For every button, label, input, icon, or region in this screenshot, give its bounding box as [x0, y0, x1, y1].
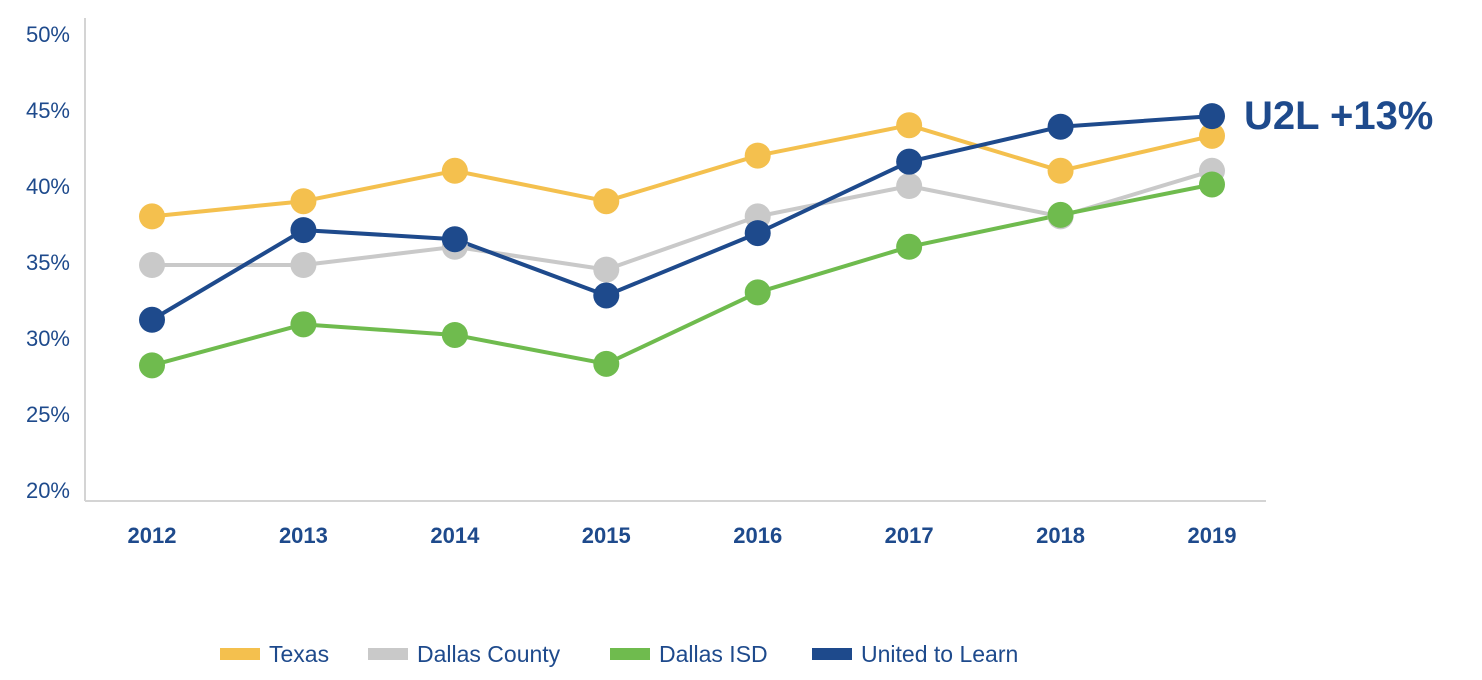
legend-swatch-dallas-county [368, 648, 408, 660]
legend-item-dallas-county: Dallas County [368, 636, 560, 672]
series-dallas-county [150, 168, 1214, 272]
series-points-texas [139, 112, 1225, 230]
legend-item-united-to-learn: United to Learn [812, 636, 1018, 672]
chart-tick-labels: 20% 25% 30% 35% 40% 45% 50% 2012 2013 2014 2015 201… [26, 22, 1237, 548]
data-point-united-to-learn-2015 [593, 282, 620, 309]
data-point-dallas-isd-2015 [593, 350, 620, 377]
y-tick-label-25-: 25% [26, 402, 70, 427]
data-point-dallas-county-2015 [593, 256, 620, 283]
x-tick-label-2017: 2017 [885, 523, 934, 548]
legend-label-united-to-learn: United to Learn [861, 640, 1019, 667]
data-point-texas-2017 [896, 112, 923, 139]
data-point-dallas-isd-2012 [139, 352, 165, 379]
x-tick-label-2018: 2018 [1036, 523, 1085, 548]
legend-label-dallas-isd: Dallas ISD [659, 640, 768, 667]
data-point-dallas-isd-2014 [441, 321, 468, 348]
data-point-dallas-isd-2018 [1047, 201, 1074, 228]
series-line-united-to-learn [150, 114, 1214, 322]
data-point-dallas-isd-2016 [744, 279, 771, 306]
series-points-dallas-isd [139, 171, 1225, 379]
x-tick-label-2012: 2012 [128, 523, 177, 548]
data-point-dallas-county-2017 [896, 173, 923, 199]
x-tick-label-2019: 2019 [1188, 523, 1237, 548]
legend-item-texas: Texas [220, 636, 329, 672]
x-tick-label-2015: 2015 [582, 523, 631, 548]
y-tick-label-20-: 20% [26, 478, 70, 503]
series-dallas-isd [150, 182, 1214, 368]
data-point-dallas-isd-2013 [290, 311, 317, 338]
data-point-texas-2016 [744, 142, 771, 169]
data-point-dallas-isd-2017 [896, 233, 923, 260]
legend-label-texas: Texas [269, 640, 330, 667]
chart-legend: Texas Dallas County Dallas ISD United to… [0, 636, 1482, 672]
data-point-united-to-learn-2012 [139, 306, 165, 333]
u2l-callout-label: U2L +13% [1244, 94, 1433, 138]
data-point-dallas-county-2013 [290, 252, 317, 279]
data-point-texas-2013 [290, 188, 317, 215]
data-point-texas-2015 [593, 188, 620, 215]
legend-swatch-dallas-isd [610, 648, 650, 660]
data-point-united-to-learn-2019 [1199, 103, 1225, 130]
legend-item-dallas-isd: Dallas ISD [610, 636, 768, 672]
legend-label-dallas-county: Dallas County [417, 640, 561, 667]
data-point-texas-2012 [139, 203, 165, 230]
chart-series-points [139, 103, 1225, 379]
data-point-united-to-learn-2018 [1047, 113, 1074, 140]
x-tick-label-2014: 2014 [430, 523, 480, 548]
y-tick-label-30-: 30% [26, 326, 70, 351]
series-points-united-to-learn [139, 103, 1225, 333]
data-point-united-to-learn-2013 [290, 217, 317, 244]
chart-axes [84, 18, 1266, 502]
legend-swatch-united-to-learn [812, 648, 852, 660]
data-point-united-to-learn-2014 [441, 226, 468, 253]
data-point-dallas-county-2012 [139, 252, 165, 279]
x-tick-label-2013: 2013 [279, 523, 328, 548]
chart-series-lines [150, 114, 1214, 368]
data-point-united-to-learn-2017 [896, 148, 923, 175]
series-line-dallas-county [150, 168, 1214, 272]
data-point-texas-2019 [1199, 122, 1225, 149]
data-point-texas-2014 [441, 157, 468, 184]
data-point-dallas-isd-2019 [1199, 171, 1225, 198]
x-tick-label-2016: 2016 [733, 523, 782, 548]
y-tick-label-50-: 50% [26, 22, 70, 47]
series-line-texas [150, 123, 1214, 219]
series-line-dallas-isd [150, 182, 1214, 368]
y-tick-label-45-: 45% [26, 98, 70, 123]
data-point-united-to-learn-2016 [744, 220, 771, 247]
y-tick-label-35-: 35% [26, 250, 70, 275]
y-tick-label-40-: 40% [26, 174, 70, 199]
legend-swatch-texas [220, 648, 260, 660]
series-texas [150, 123, 1214, 219]
data-point-texas-2018 [1047, 157, 1074, 184]
series-united-to-learn [150, 114, 1214, 322]
